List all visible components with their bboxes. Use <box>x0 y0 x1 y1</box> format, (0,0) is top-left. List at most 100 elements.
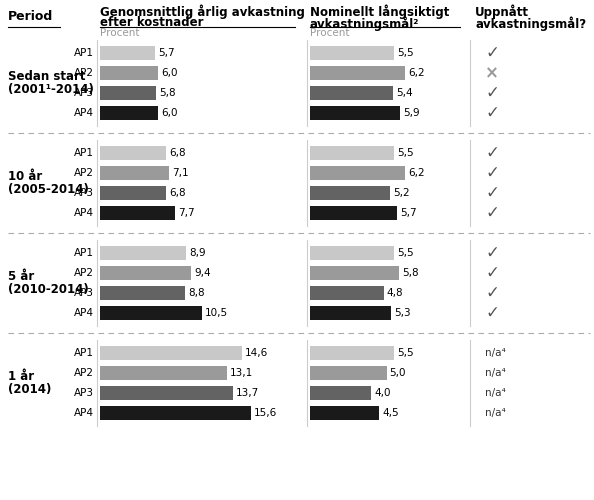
Text: 14,6: 14,6 <box>245 348 268 358</box>
Text: 10 år: 10 år <box>8 170 42 183</box>
Text: (2001¹-2014): (2001¹-2014) <box>8 82 94 96</box>
Bar <box>100 166 169 180</box>
Text: avkastningsmål?: avkastningsmål? <box>475 16 586 30</box>
Text: (2005-2014): (2005-2014) <box>8 182 89 196</box>
Text: 4,5: 4,5 <box>382 408 399 418</box>
Bar <box>100 86 156 100</box>
Text: 5,5: 5,5 <box>397 48 414 58</box>
Bar <box>310 366 387 380</box>
Text: (2014): (2014) <box>8 382 51 396</box>
Bar <box>310 106 400 120</box>
Bar <box>100 146 166 160</box>
Text: 9,4: 9,4 <box>194 268 211 278</box>
Bar <box>100 246 187 260</box>
Text: n/a⁴: n/a⁴ <box>485 408 505 418</box>
Bar <box>310 346 394 360</box>
Text: AP4: AP4 <box>74 208 94 218</box>
Text: ✓: ✓ <box>485 144 499 162</box>
Bar <box>100 306 202 320</box>
Text: 15,6: 15,6 <box>254 408 277 418</box>
Bar <box>310 266 399 280</box>
Bar <box>310 146 394 160</box>
Text: ✓: ✓ <box>485 204 499 222</box>
Text: Period: Period <box>8 10 53 23</box>
Text: 8,9: 8,9 <box>189 248 206 258</box>
Text: Nominellt långsiktigt: Nominellt långsiktigt <box>310 4 450 18</box>
Text: AP4: AP4 <box>74 108 94 118</box>
Bar <box>310 306 391 320</box>
Text: 5,2: 5,2 <box>393 188 409 198</box>
Bar <box>310 46 394 60</box>
Text: efter kostnader: efter kostnader <box>100 16 204 29</box>
Bar <box>100 286 185 300</box>
Text: 7,7: 7,7 <box>178 208 194 218</box>
Text: ✓: ✓ <box>485 284 499 302</box>
Text: AP2: AP2 <box>74 68 94 78</box>
Text: AP2: AP2 <box>74 168 94 178</box>
Text: ✓: ✓ <box>485 164 499 182</box>
Bar <box>310 186 390 200</box>
Text: avkastningsmål²: avkastningsmål² <box>310 16 419 30</box>
Bar <box>310 386 371 400</box>
Text: ✓: ✓ <box>485 84 499 102</box>
Text: AP3: AP3 <box>74 288 94 298</box>
Text: 6,8: 6,8 <box>169 148 185 158</box>
Text: AP1: AP1 <box>74 148 94 158</box>
Bar <box>100 266 191 280</box>
Text: ✓: ✓ <box>485 184 499 202</box>
Text: AP3: AP3 <box>74 88 94 98</box>
Bar <box>310 246 394 260</box>
Text: 8,8: 8,8 <box>188 288 205 298</box>
Text: 13,7: 13,7 <box>236 388 259 398</box>
Bar <box>100 46 155 60</box>
Text: ✓: ✓ <box>485 304 499 322</box>
Text: ×: × <box>485 64 499 82</box>
Bar <box>100 186 166 200</box>
Bar <box>100 346 242 360</box>
Bar <box>310 206 397 220</box>
Text: 4,0: 4,0 <box>374 388 391 398</box>
Text: 6,0: 6,0 <box>161 68 178 78</box>
Text: Procent: Procent <box>310 28 349 38</box>
Text: AP3: AP3 <box>74 388 94 398</box>
Text: AP2: AP2 <box>74 368 94 378</box>
Text: n/a⁴: n/a⁴ <box>485 368 505 378</box>
Text: 10,5: 10,5 <box>205 308 228 318</box>
Text: 5,8: 5,8 <box>402 268 419 278</box>
Bar <box>100 386 233 400</box>
Text: AP4: AP4 <box>74 408 94 418</box>
Bar <box>310 406 379 420</box>
Text: (2010-2014): (2010-2014) <box>8 282 89 296</box>
Text: 5,5: 5,5 <box>397 248 414 258</box>
Bar <box>100 366 227 380</box>
Bar <box>310 86 393 100</box>
Text: 6,2: 6,2 <box>408 68 425 78</box>
Text: Uppnått: Uppnått <box>475 4 529 18</box>
Text: 5,9: 5,9 <box>403 108 420 118</box>
Text: ✓: ✓ <box>485 104 499 122</box>
Text: 6,8: 6,8 <box>169 188 185 198</box>
Text: AP3: AP3 <box>74 188 94 198</box>
Text: AP4: AP4 <box>74 308 94 318</box>
Text: 5,3: 5,3 <box>394 308 411 318</box>
Text: 5,8: 5,8 <box>159 88 176 98</box>
Bar <box>100 406 251 420</box>
Text: Procent: Procent <box>100 28 140 38</box>
Text: 6,2: 6,2 <box>408 168 425 178</box>
Text: 5,7: 5,7 <box>400 208 417 218</box>
Bar <box>310 166 405 180</box>
Bar <box>310 66 405 80</box>
Text: 5,4: 5,4 <box>396 88 412 98</box>
Text: Genomsnittlig årlig avkastning: Genomsnittlig årlig avkastning <box>100 4 305 18</box>
Bar <box>310 286 384 300</box>
Text: 7,1: 7,1 <box>172 168 188 178</box>
Text: ✓: ✓ <box>485 244 499 262</box>
Text: n/a⁴: n/a⁴ <box>485 348 505 358</box>
Bar <box>100 206 175 220</box>
Text: AP1: AP1 <box>74 348 94 358</box>
Text: n/a⁴: n/a⁴ <box>485 388 505 398</box>
Text: 5,5: 5,5 <box>397 148 414 158</box>
Text: ✓: ✓ <box>485 264 499 282</box>
Text: ✓: ✓ <box>485 44 499 62</box>
Bar <box>100 106 158 120</box>
